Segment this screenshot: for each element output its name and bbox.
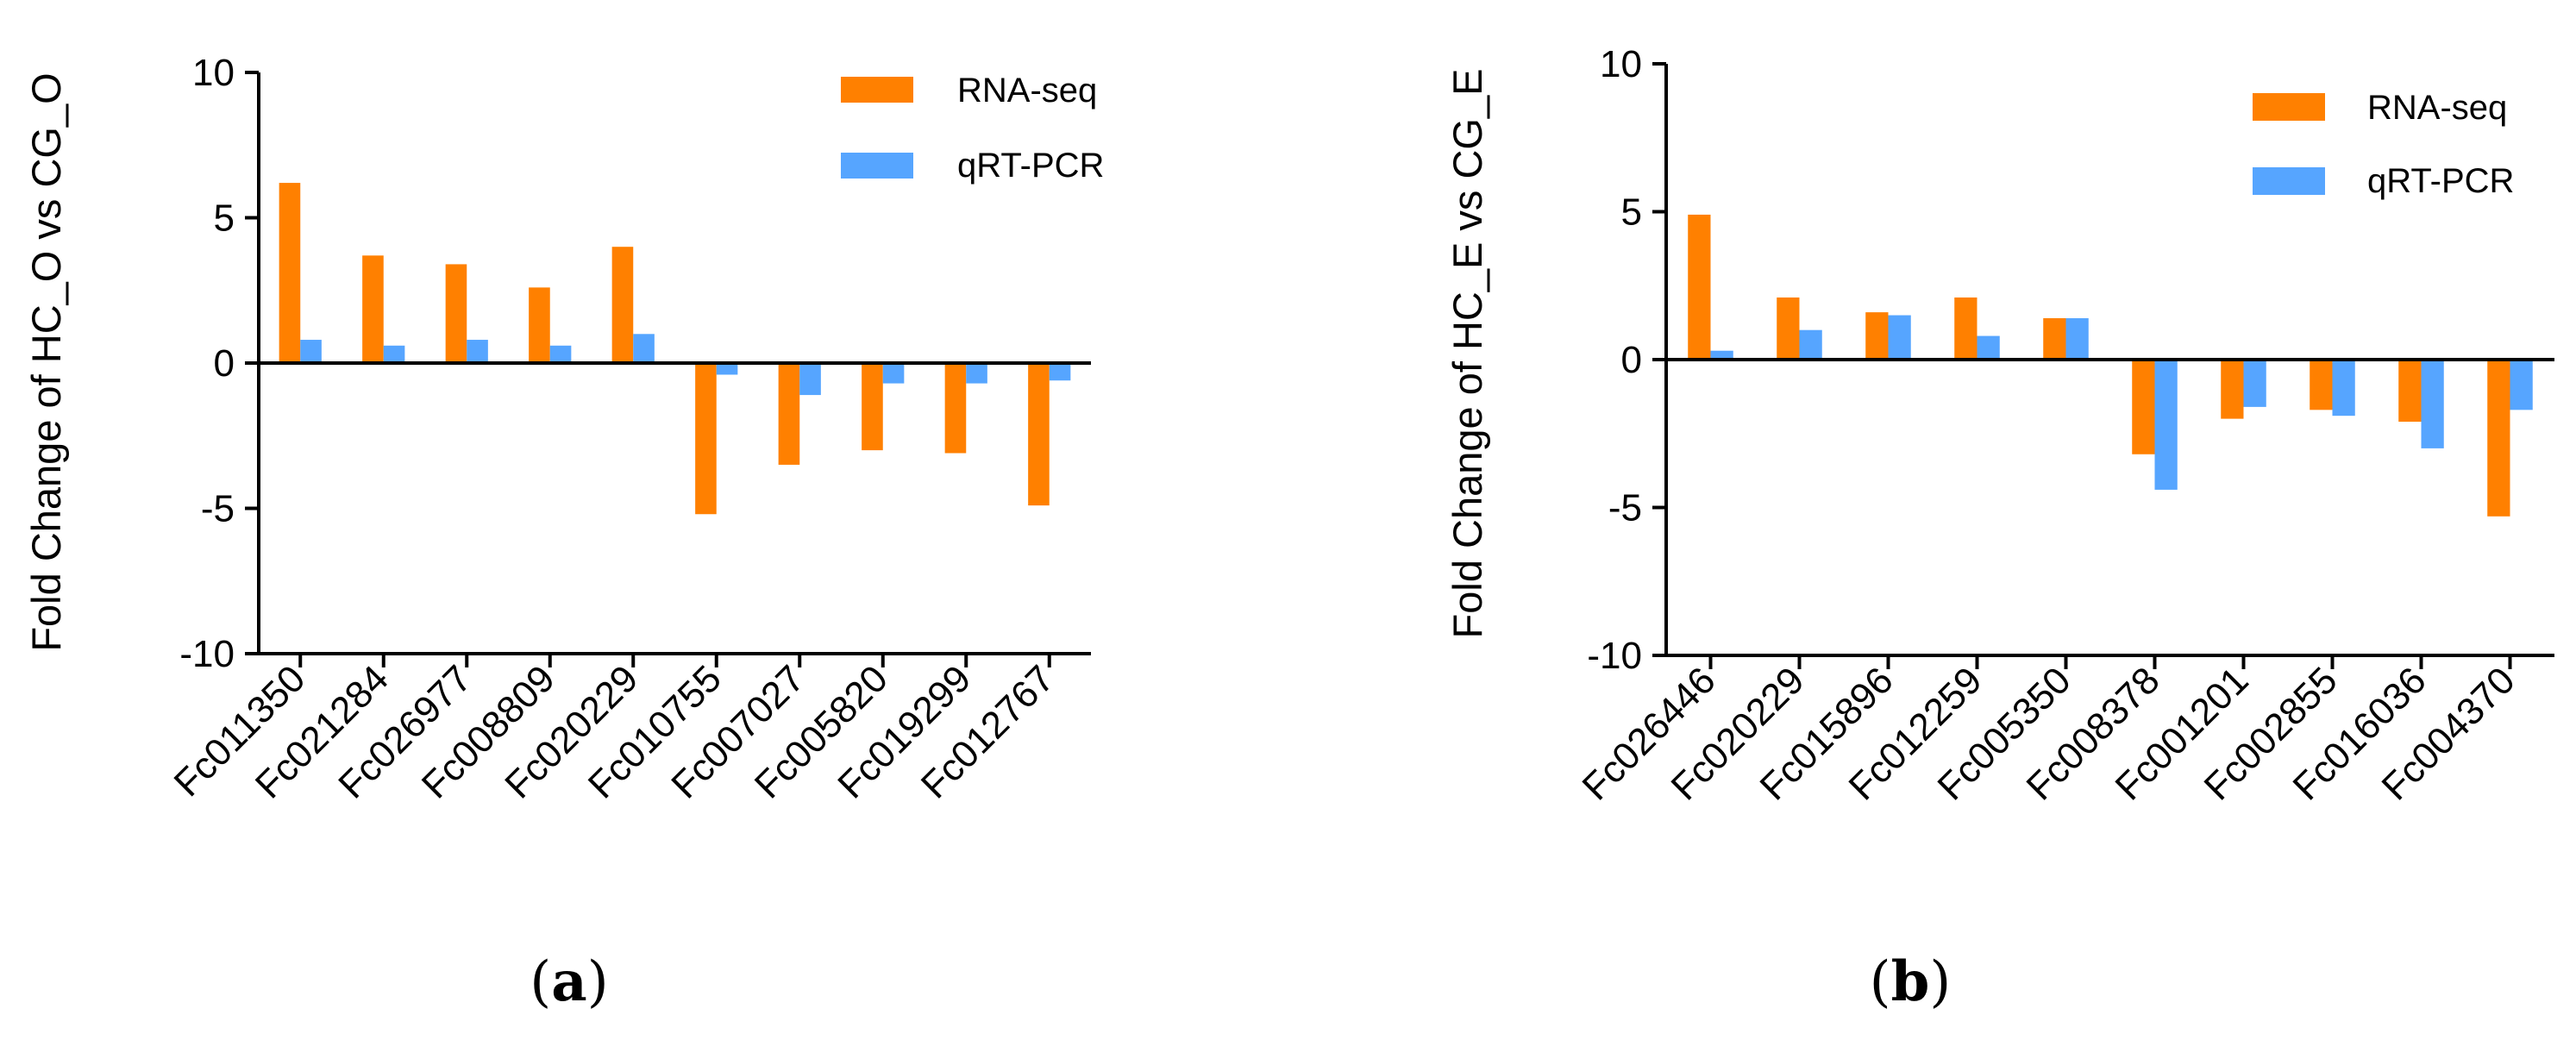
bar-rna-seq-fc012259: [1954, 297, 1977, 360]
bar-rna-seq-fc011350: [279, 183, 301, 363]
y-tick-label: 5: [214, 197, 235, 240]
legend-swatch-qrt-pcr: [841, 153, 913, 179]
y-tick-label: -5: [1608, 487, 1642, 529]
bar-qrt-pcr-fc005820: [882, 363, 905, 384]
bar-qrt-pcr-fc007027: [799, 363, 821, 396]
y-axis-ticks: 10 5 0 -5 -10: [1587, 43, 1666, 677]
y-tick-label: 0: [214, 342, 235, 385]
bar-rna-seq-fc012767: [1028, 363, 1050, 506]
bar-qrt-pcr-fc026977: [467, 340, 488, 363]
legend-label-qrt-pcr: qRT-PCR: [957, 147, 1104, 185]
panel-label-a: (a): [530, 949, 608, 1014]
y-tick-label: 5: [1621, 191, 1642, 234]
bar-rna-seq-fc016036: [2398, 360, 2422, 423]
bar-qrt-pcr-fc001201: [2243, 360, 2266, 407]
legend: RNA-seq qRT-PCR: [2253, 89, 2514, 200]
bar-rna-seq-fc005350: [2043, 317, 2066, 360]
bar-qrt-pcr-fc012767: [1049, 363, 1071, 381]
y-tick-label: 10: [192, 52, 235, 94]
bar-rna-seq-fc015896: [1865, 312, 1889, 360]
bar-qrt-pcr-fc012259: [1977, 335, 2000, 360]
chart-panel-b: Fold Change of HC_E vs CG_E 10 5 0 -5 -10 Fc…: [1445, 43, 2554, 1014]
y-axis-title: Fold Change of HC_E vs CG_E: [1445, 69, 1490, 639]
bar-rna-seq-fc020229: [611, 247, 634, 363]
bar-qrt-pcr-fc005350: [2065, 317, 2089, 360]
legend-label-rna-seq: RNA-seq: [2367, 89, 2507, 127]
bar-rna-seq-fc020229: [1777, 297, 1800, 360]
bar-rna-seq-fc004370: [2487, 360, 2510, 517]
bar-rna-seq-fc021284: [362, 255, 384, 363]
legend-swatch-qrt-pcr: [2253, 167, 2325, 195]
bar-rna-seq-fc010755: [695, 363, 717, 515]
chart-panel-a: Fold Change of HC_O vs CG_O 10 5 0 -5 -10 Fc…: [23, 52, 1104, 1014]
bar-series-group: [279, 183, 1071, 515]
bar-rna-seq-fc002855: [2310, 360, 2333, 410]
bar-qrt-pcr-fc010755: [716, 363, 738, 375]
bar-qrt-pcr-fc004370: [2510, 360, 2533, 410]
bar-qrt-pcr-fc008809: [549, 345, 572, 363]
bar-qrt-pcr-fc008378: [2154, 360, 2178, 490]
y-tick-label: -10: [179, 633, 235, 675]
bar-qrt-pcr-fc002855: [2332, 360, 2355, 417]
bar-series-group: [1688, 214, 2533, 517]
y-tick-label: 0: [1621, 339, 1642, 381]
bar-qrt-pcr-fc019299: [966, 363, 987, 384]
bar-qrt-pcr-fc026446: [1710, 350, 1733, 360]
bar-rna-seq-fc001201: [2221, 360, 2244, 419]
y-tick-label: -10: [1587, 635, 1642, 677]
legend-label-rna-seq: RNA-seq: [957, 72, 1097, 110]
bar-qrt-pcr-fc021284: [383, 345, 405, 363]
legend: RNA-seq qRT-PCR: [841, 72, 1104, 185]
bar-qrt-pcr-fc020229: [1799, 329, 1822, 360]
bar-qrt-pcr-fc020229: [633, 334, 655, 363]
bar-qrt-pcr-fc016036: [2421, 360, 2444, 448]
legend-label-qrt-pcr: qRT-PCR: [2367, 162, 2514, 200]
legend-swatch-rna-seq: [2253, 93, 2325, 121]
bar-rna-seq-fc005820: [862, 363, 883, 451]
bar-rna-seq-fc008378: [2132, 360, 2155, 454]
x-axis-ticks: Fc011350Fc021284Fc026977Fc008809Fc020229…: [166, 654, 1062, 806]
y-tick-label: -5: [201, 488, 235, 530]
y-tick-label: 10: [1600, 43, 1642, 85]
y-axis-title: Fold Change of HC_O vs CG_O: [23, 72, 69, 651]
bar-rna-seq-fc007027: [778, 363, 800, 465]
bar-qrt-pcr-fc015896: [1888, 315, 1911, 360]
bar-rna-seq-fc008809: [529, 287, 550, 363]
x-axis-ticks: Fc026446Fc020229Fc015896Fc012259Fc005350…: [1575, 655, 2523, 808]
legend-swatch-rna-seq: [841, 77, 913, 103]
panel-label-b: (b): [1870, 949, 1952, 1014]
bar-rna-seq-fc026977: [445, 264, 467, 363]
y-axis-ticks: 10 5 0 -5 -10: [179, 52, 259, 675]
bar-rna-seq-fc019299: [944, 363, 967, 454]
bar-qrt-pcr-fc011350: [300, 340, 322, 363]
bar-rna-seq-fc026446: [1688, 214, 1711, 360]
